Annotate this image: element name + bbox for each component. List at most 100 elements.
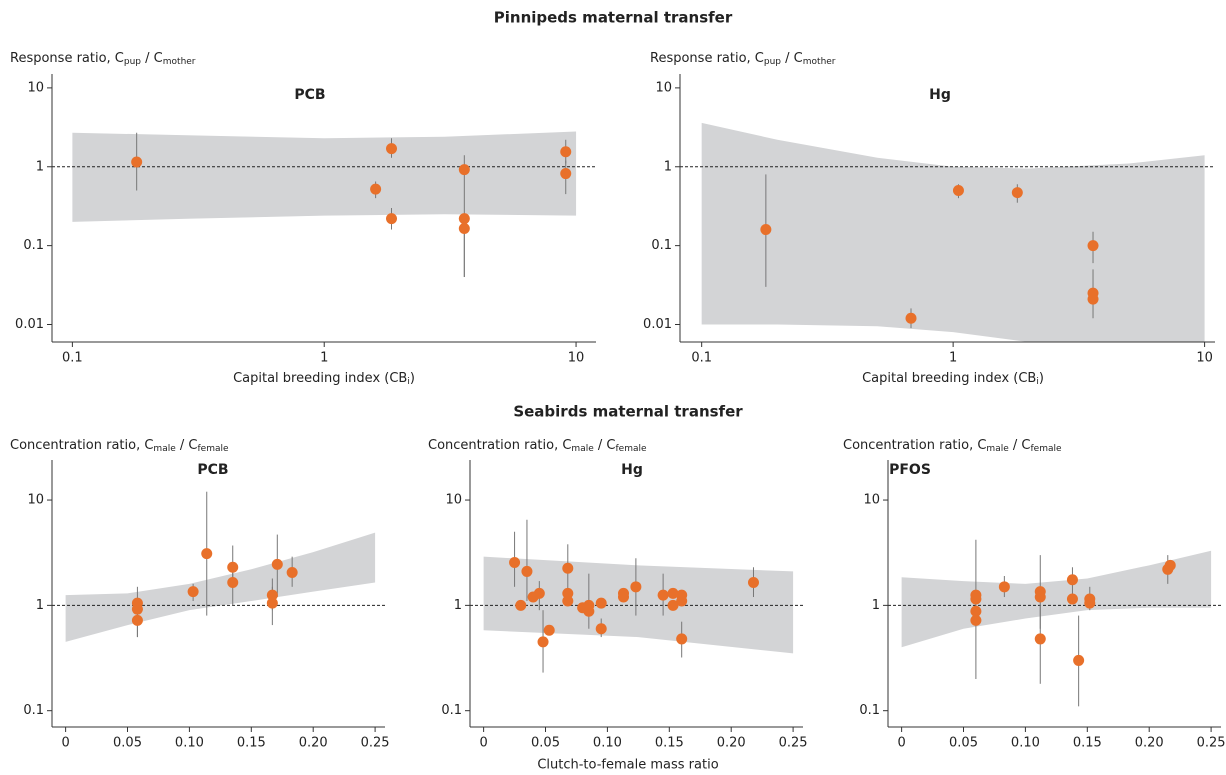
point [458, 213, 470, 225]
y-axis-label-part: / C [1009, 438, 1031, 453]
point [595, 597, 607, 609]
y-axis-label-part: female [197, 444, 228, 454]
x-tick-label: 0.10 [175, 736, 204, 751]
section-title: Pinnipeds maternal transfer [494, 9, 733, 27]
point [630, 581, 642, 593]
point [201, 548, 213, 560]
point [595, 623, 607, 635]
point [1084, 597, 1096, 609]
y-tick-label: 10 [27, 493, 44, 508]
point [747, 576, 759, 588]
point [1034, 633, 1046, 645]
y-axis-label-part: female [615, 444, 646, 454]
point [998, 581, 1010, 593]
y-axis-label-part: mother [803, 57, 836, 67]
point [543, 624, 555, 636]
x-tick-label: 0.15 [1073, 736, 1102, 751]
point [266, 589, 278, 601]
x-tick-label: 0.10 [1011, 736, 1040, 751]
point [187, 586, 199, 598]
y-tick-label: 10 [445, 493, 462, 508]
confidence-band [701, 122, 1205, 342]
x-axis-label: Capital breeding index (CBi) [862, 371, 1044, 387]
point [515, 599, 527, 611]
point [286, 567, 298, 579]
y-tick-label: 0.01 [15, 317, 44, 332]
point [227, 561, 239, 573]
point [1087, 240, 1099, 252]
y-axis-label-part: Response ratio, C [650, 51, 764, 66]
y-axis-label: Concentration ratio, Cmale / Cfemale [843, 438, 1062, 454]
x-axis-label: Capital breeding index (CBi) [233, 371, 415, 387]
point [458, 222, 470, 234]
point [1034, 591, 1046, 603]
y-tick-label: 1 [36, 598, 44, 613]
x-tick-label: 0.25 [361, 736, 390, 751]
point [1164, 559, 1176, 571]
point [562, 587, 574, 599]
y-axis-label: Response ratio, Cpup / Cmother [650, 51, 836, 67]
point [562, 562, 574, 574]
point [583, 605, 595, 617]
y-tick-label: 0.1 [859, 703, 880, 718]
y-axis-label: Concentration ratio, Cmale / Cfemale [428, 438, 647, 454]
point [370, 183, 382, 195]
y-axis-label-part: pup [124, 57, 141, 67]
x-axis-label-part: Capital breeding index (CB [233, 371, 407, 386]
point [509, 557, 521, 569]
x-tick-label: 0 [61, 736, 69, 751]
point [227, 576, 239, 588]
chart-title: PCB [197, 462, 228, 478]
y-axis-label-part: Concentration ratio, C [843, 438, 986, 453]
confidence-band [72, 131, 577, 222]
y-tick-label: 0.1 [651, 238, 672, 253]
point [905, 312, 917, 324]
point [1087, 293, 1099, 305]
point [266, 597, 278, 609]
y-axis-label-part: mother [163, 57, 196, 67]
y-tick-label: 1 [872, 598, 880, 613]
y-axis-label-part: / C [141, 51, 163, 66]
point [560, 146, 572, 158]
point [657, 589, 669, 601]
chart-title: PFOS [889, 462, 931, 478]
x-tick-label: 10 [1196, 351, 1213, 366]
y-axis-label-part: female [1030, 444, 1061, 454]
x-tick-label: 0.05 [949, 736, 978, 751]
point [521, 565, 533, 577]
point [970, 593, 982, 605]
y-axis-label-part: male [571, 444, 594, 454]
x-tick-label: 0.15 [237, 736, 266, 751]
point [131, 603, 143, 615]
point [533, 587, 545, 599]
point [560, 168, 572, 180]
y-tick-label: 0.1 [23, 703, 44, 718]
y-tick-label: 10 [655, 80, 672, 95]
x-tick-label: 0 [479, 736, 487, 751]
x-axis-label-part: ) [410, 371, 415, 386]
point [1066, 574, 1078, 586]
x-tick-label: 1 [949, 351, 957, 366]
chart-title: PCB [294, 87, 325, 103]
y-axis-label-part: / C [594, 438, 616, 453]
point [676, 595, 688, 607]
x-tick-label: 0.05 [113, 736, 142, 751]
point [676, 633, 688, 645]
point [970, 605, 982, 617]
y-tick-label: 1 [454, 598, 462, 613]
y-tick-label: 1 [664, 159, 672, 174]
point [131, 156, 143, 168]
x-tick-label: 0.25 [1197, 736, 1226, 751]
confidence-band [65, 532, 376, 642]
y-tick-label: 0.1 [441, 703, 462, 718]
x-axis-label: Clutch-to-female mass ratio [537, 758, 718, 773]
chart-title: Hg [621, 462, 643, 478]
point [131, 614, 143, 626]
y-tick-label: 0.01 [643, 317, 672, 332]
chart-title: Hg [929, 87, 951, 103]
point [537, 636, 549, 648]
x-tick-label: 0.20 [299, 736, 328, 751]
y-tick-label: 10 [863, 493, 880, 508]
plot-area [52, 491, 385, 642]
